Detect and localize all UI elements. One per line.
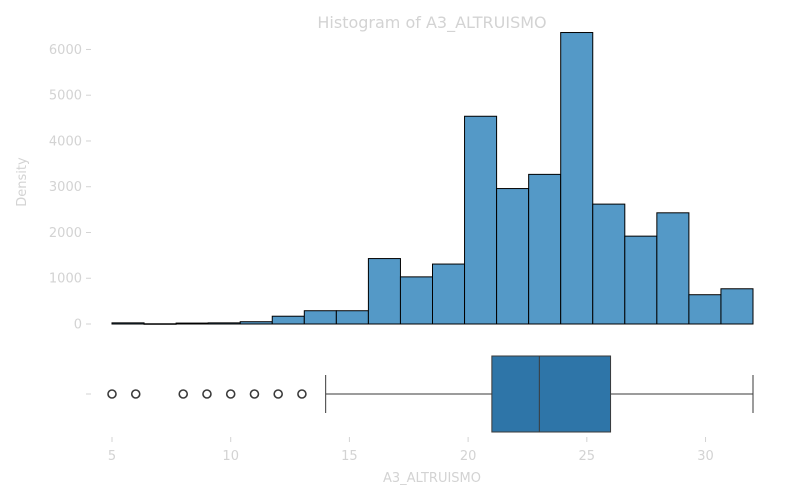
x-tick-label: 15	[341, 449, 358, 464]
histogram-bar	[464, 115, 498, 325]
histogram-bar	[432, 263, 466, 325]
histogram-y-ticks: 0 1000 2000 3000 4000 5000 6000	[49, 43, 91, 333]
histogram-bar	[335, 310, 369, 325]
histogram-bar	[656, 212, 690, 325]
outlier-point	[178, 389, 189, 399]
outlier-point	[225, 389, 236, 399]
y-tick-label: 2000	[49, 226, 82, 241]
y-tick-label: 3000	[49, 180, 82, 195]
histogram-bar	[303, 310, 337, 325]
histogram-bar	[367, 258, 401, 325]
x-tick-label: 5	[108, 449, 116, 464]
histogram-bar	[111, 322, 145, 325]
y-tick-label: 0	[74, 318, 82, 333]
y-tick-label: 4000	[49, 134, 82, 149]
histogram-bar	[624, 235, 658, 325]
histogram-bar	[143, 323, 177, 325]
histogram-bar	[528, 173, 562, 325]
outlier-point	[202, 389, 212, 399]
x-tick-label: 25	[579, 449, 596, 464]
histogram-bar	[271, 315, 305, 325]
histogram-bar	[399, 276, 434, 325]
y-tick-label: 6000	[49, 43, 82, 58]
x-tick-label: 20	[460, 449, 477, 464]
histogram-bar	[688, 294, 722, 325]
boxplot-x-ticks: 5 10 15 20 25 30	[108, 437, 714, 464]
x-tick-label: 30	[697, 449, 714, 464]
histogram-bar	[560, 32, 594, 325]
x-tick-label: 10	[222, 449, 239, 464]
chart-title: Histogram of A3_ALTRUISMO	[317, 13, 546, 33]
outlier-point	[273, 389, 283, 399]
outlier-point	[297, 389, 307, 399]
histogram-bar	[496, 188, 530, 325]
histogram-bar	[175, 322, 209, 325]
iqr-box	[491, 355, 612, 433]
outlier-point	[107, 389, 117, 399]
outlier-point	[130, 389, 141, 399]
boxplot	[107, 355, 754, 433]
y-tick-label: 5000	[49, 89, 82, 104]
x-axis-label: A3_ALTRUISMO	[383, 471, 481, 486]
histogram-bar	[720, 288, 754, 325]
outlier-point	[249, 389, 260, 399]
histogram-bar	[592, 203, 626, 325]
y-axis-label: Density	[15, 157, 30, 207]
histogram-bar	[207, 322, 241, 325]
histogram-bar	[239, 321, 273, 325]
y-tick-label: 1000	[49, 272, 82, 287]
histogram-bars	[111, 32, 754, 325]
